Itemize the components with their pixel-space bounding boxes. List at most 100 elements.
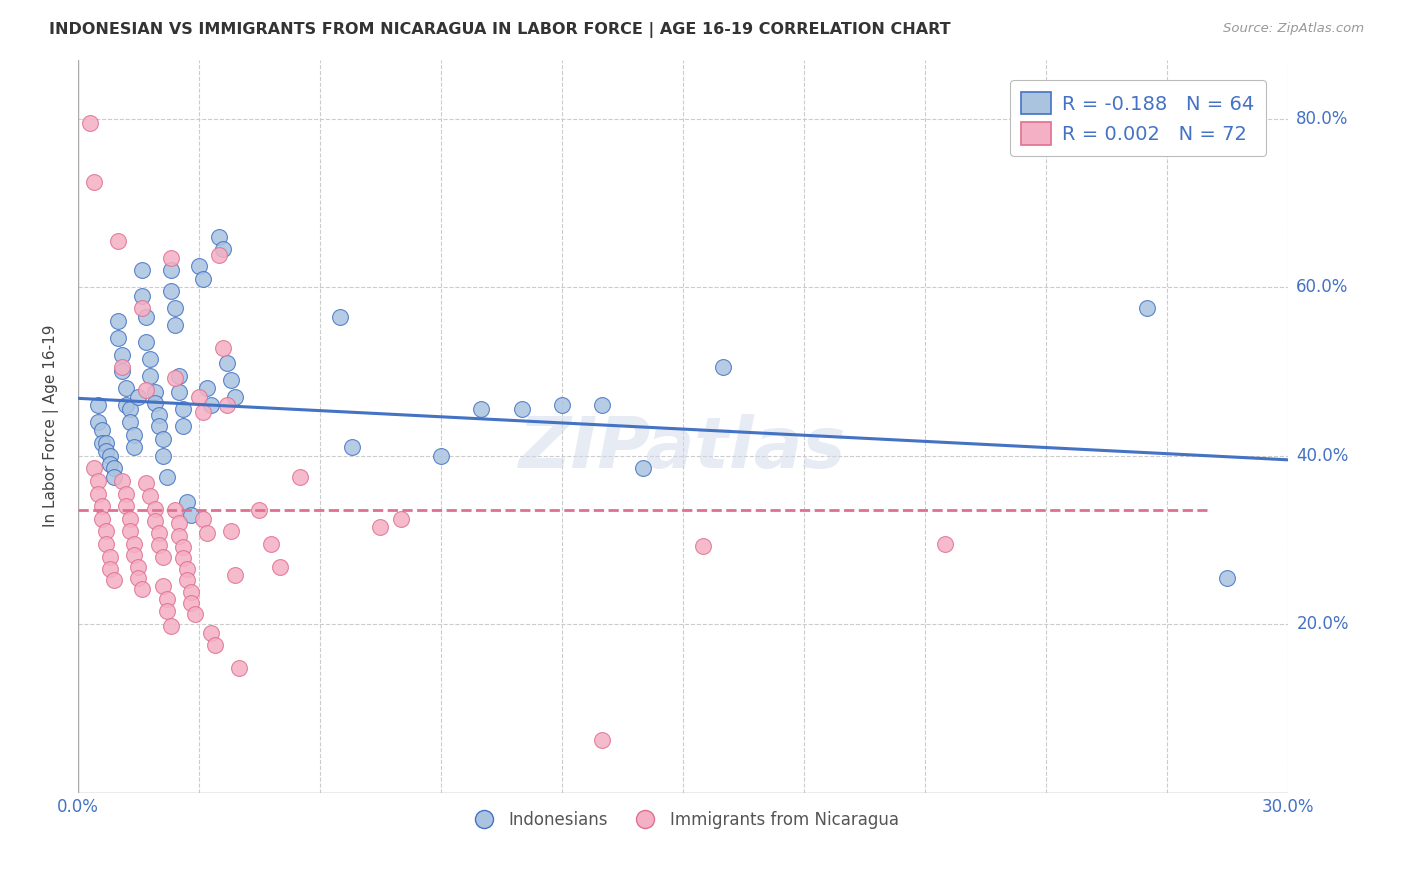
Point [187,259,209,273]
Point [163,301,186,315]
Point [148,526,170,541]
Point [1136,301,1159,315]
Point [131,263,153,277]
Point [1216,571,1239,585]
Point [200,398,222,412]
Point [87,486,110,500]
Legend: Indonesians, Immigrants from Nicaragua: Indonesians, Immigrants from Nicaragua [460,805,905,836]
Point [94,444,117,458]
Point [91,423,114,437]
Point [269,559,291,574]
Point [159,285,181,299]
Point [124,548,146,562]
Point [139,351,162,366]
Text: ZIPatlas: ZIPatlas [519,414,846,483]
Point [107,234,129,248]
Point [148,419,170,434]
Point [139,368,162,383]
Point [159,251,181,265]
Point [167,385,190,400]
Point [212,242,235,256]
Text: INDONESIAN VS IMMIGRANTS FROM NICARAGUA IN LABOR FORCE | AGE 16-19 CORRELATION C: INDONESIAN VS IMMIGRANTS FROM NICARAGUA … [49,22,950,38]
Point [111,364,134,378]
Point [131,582,153,596]
Point [204,638,226,652]
Point [124,537,146,551]
Text: 80.0%: 80.0% [1296,110,1348,128]
Point [152,579,174,593]
Point [184,607,207,621]
Point [127,571,149,585]
Point [94,537,117,551]
Text: 40.0%: 40.0% [1296,447,1348,465]
Point [120,512,142,526]
Point [143,501,166,516]
Point [163,318,186,332]
Point [103,469,125,483]
Point [87,474,110,488]
Point [103,574,125,588]
Point [191,512,214,526]
Point [148,408,170,422]
Point [191,271,214,285]
Point [176,562,198,576]
Point [191,405,214,419]
Point [172,419,194,434]
Point [470,402,492,417]
Point [172,402,194,417]
Point [135,383,157,397]
Point [127,390,149,404]
Point [131,301,153,315]
Point [631,461,654,475]
Point [389,512,412,526]
Y-axis label: In Labor Force | Age 16-19: In Labor Force | Age 16-19 [44,325,59,527]
Point [156,605,179,619]
Point [83,461,105,475]
Point [115,381,138,395]
Point [288,469,311,483]
Point [98,457,121,471]
Point [91,499,114,513]
Point [430,449,453,463]
Point [120,524,142,539]
Point [115,499,138,513]
Point [187,390,209,404]
Point [135,475,157,490]
Point [139,489,162,503]
Point [98,562,121,576]
Point [208,229,231,244]
Text: 20.0%: 20.0% [1296,615,1348,633]
Point [172,551,194,566]
Point [510,402,533,417]
Point [135,334,157,349]
Point [79,116,101,130]
Point [91,512,114,526]
Point [120,415,142,429]
Point [87,398,110,412]
Point [260,537,283,551]
Point [692,539,714,553]
Point [148,538,170,552]
Point [163,371,186,385]
Point [195,526,218,541]
Point [152,449,174,463]
Point [370,520,392,534]
Point [172,540,194,554]
Point [180,508,202,522]
Point [176,495,198,509]
Point [156,469,179,483]
Point [111,347,134,361]
Point [551,398,574,412]
Point [159,619,181,633]
Point [195,381,218,395]
Point [228,661,250,675]
Point [115,486,138,500]
Point [143,396,166,410]
Point [87,415,110,429]
Point [217,356,239,370]
Point [224,390,246,404]
Point [156,591,179,606]
Point [143,514,166,528]
Point [91,436,114,450]
Point [135,310,157,324]
